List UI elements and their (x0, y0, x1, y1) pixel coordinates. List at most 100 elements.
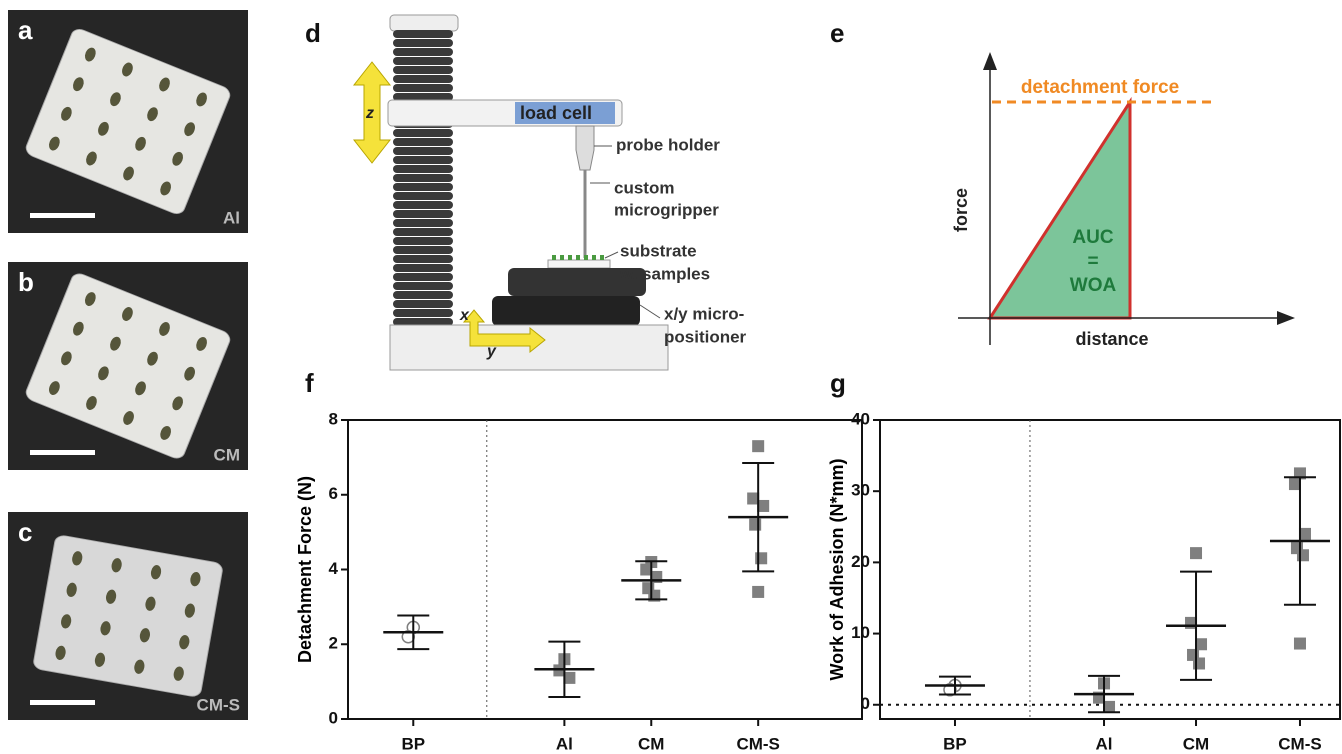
pillar (49, 136, 60, 151)
panel-label: e (830, 18, 844, 48)
data-point (752, 440, 765, 453)
plot-frame (347, 419, 863, 720)
axis-title: distance (1075, 329, 1148, 349)
load-cell (515, 102, 615, 124)
scale-bar (30, 450, 95, 455)
pillar (123, 411, 134, 425)
pillar (123, 166, 134, 181)
pillar (98, 366, 109, 381)
load-cell-label: load cell (520, 103, 592, 123)
callout: w. samples (619, 264, 710, 283)
data-point (1195, 638, 1208, 651)
y-tick-label: 2 (329, 634, 338, 653)
x-tick-label: CM (638, 734, 664, 753)
x-tick-label: BP (401, 734, 425, 753)
pillar (150, 565, 162, 580)
data-point (1190, 547, 1203, 560)
pillar (98, 121, 109, 136)
pillar (159, 77, 170, 92)
data-point (752, 585, 765, 598)
y-tick-label: 0 (861, 694, 870, 713)
bellow-ring (393, 129, 453, 137)
pillar (184, 366, 195, 381)
plate-body (33, 535, 223, 697)
callout: microgripper (614, 200, 719, 219)
leader (604, 251, 619, 259)
column (393, 30, 453, 326)
bellow-ring (393, 237, 453, 245)
schematic: e detachment force force distance AUC = … (830, 18, 1295, 349)
x-tick-label: BP (943, 734, 967, 753)
data-point (563, 671, 576, 684)
leader (639, 304, 661, 319)
data-point (1293, 637, 1306, 650)
axis-title: force (951, 188, 971, 232)
area-label: AUC (1072, 227, 1113, 248)
x-tick-label: CM (1183, 734, 1209, 753)
callout: x/y micro- (664, 304, 744, 323)
pillar (61, 351, 72, 366)
bellow-ring (393, 192, 453, 200)
area-label: WOA (1070, 275, 1117, 296)
samples (552, 255, 604, 260)
pillar (196, 92, 207, 107)
y-tick-label: 10 (851, 623, 870, 642)
x-tick-label: CM-S (736, 734, 779, 753)
pillar (147, 351, 158, 366)
bellow-ring (393, 66, 453, 74)
bellow-ring (393, 282, 453, 290)
bellow-ring (393, 201, 453, 209)
photo-panels: a Al b CM c CM-S (8, 10, 248, 720)
threshold-label: detachment force (1021, 77, 1179, 98)
bellow-ring (393, 219, 453, 227)
pillar (160, 426, 172, 440)
y-tick-label: 8 (329, 409, 338, 428)
pillar (106, 589, 117, 604)
bellow-ring (393, 84, 453, 92)
pillar (84, 47, 96, 62)
pillar (86, 396, 97, 410)
apparatus-diagram: d load cell z x y probe holder custom mi… (305, 14, 747, 371)
callout: probe holder (616, 135, 720, 154)
arrowhead (1277, 311, 1295, 325)
arrowhead (983, 52, 997, 70)
data-point (1298, 527, 1311, 540)
probe-holder (575, 125, 595, 171)
pillar (159, 322, 170, 336)
plate (25, 29, 231, 214)
bellow-ring (393, 30, 453, 38)
xy-arrow (462, 309, 546, 354)
data-point (747, 492, 760, 505)
bellow-ring (393, 273, 453, 281)
bellow-ring (393, 309, 453, 317)
bellow-ring (393, 264, 453, 272)
plate (25, 273, 231, 459)
stage (492, 296, 640, 326)
pillar (135, 381, 146, 396)
y-axis-title: Detachment Force (N) (295, 476, 315, 663)
data-point (1103, 700, 1116, 713)
y-tick-label: 30 (851, 481, 870, 500)
axis-label: z (365, 105, 374, 122)
pillar (173, 666, 184, 681)
scale-bar (30, 700, 95, 705)
pillar (122, 307, 133, 321)
bellow-ring (393, 138, 453, 146)
material-label: Al (223, 208, 240, 227)
pillar (86, 151, 97, 166)
pillar (61, 614, 72, 629)
pillar (160, 181, 172, 196)
pillar (196, 337, 207, 351)
axis-label: y (486, 343, 497, 360)
pillar (72, 77, 84, 92)
bellow-ring (393, 93, 453, 101)
plot-frame (879, 419, 1341, 720)
bellow-ring (393, 291, 453, 299)
y-tick-label: 20 (851, 552, 870, 571)
bellow-ring (393, 57, 453, 65)
scale-bar (30, 213, 95, 218)
bellow-ring (393, 48, 453, 56)
substrate (547, 259, 611, 269)
bellow-ring (393, 255, 453, 263)
pillar (110, 336, 121, 351)
